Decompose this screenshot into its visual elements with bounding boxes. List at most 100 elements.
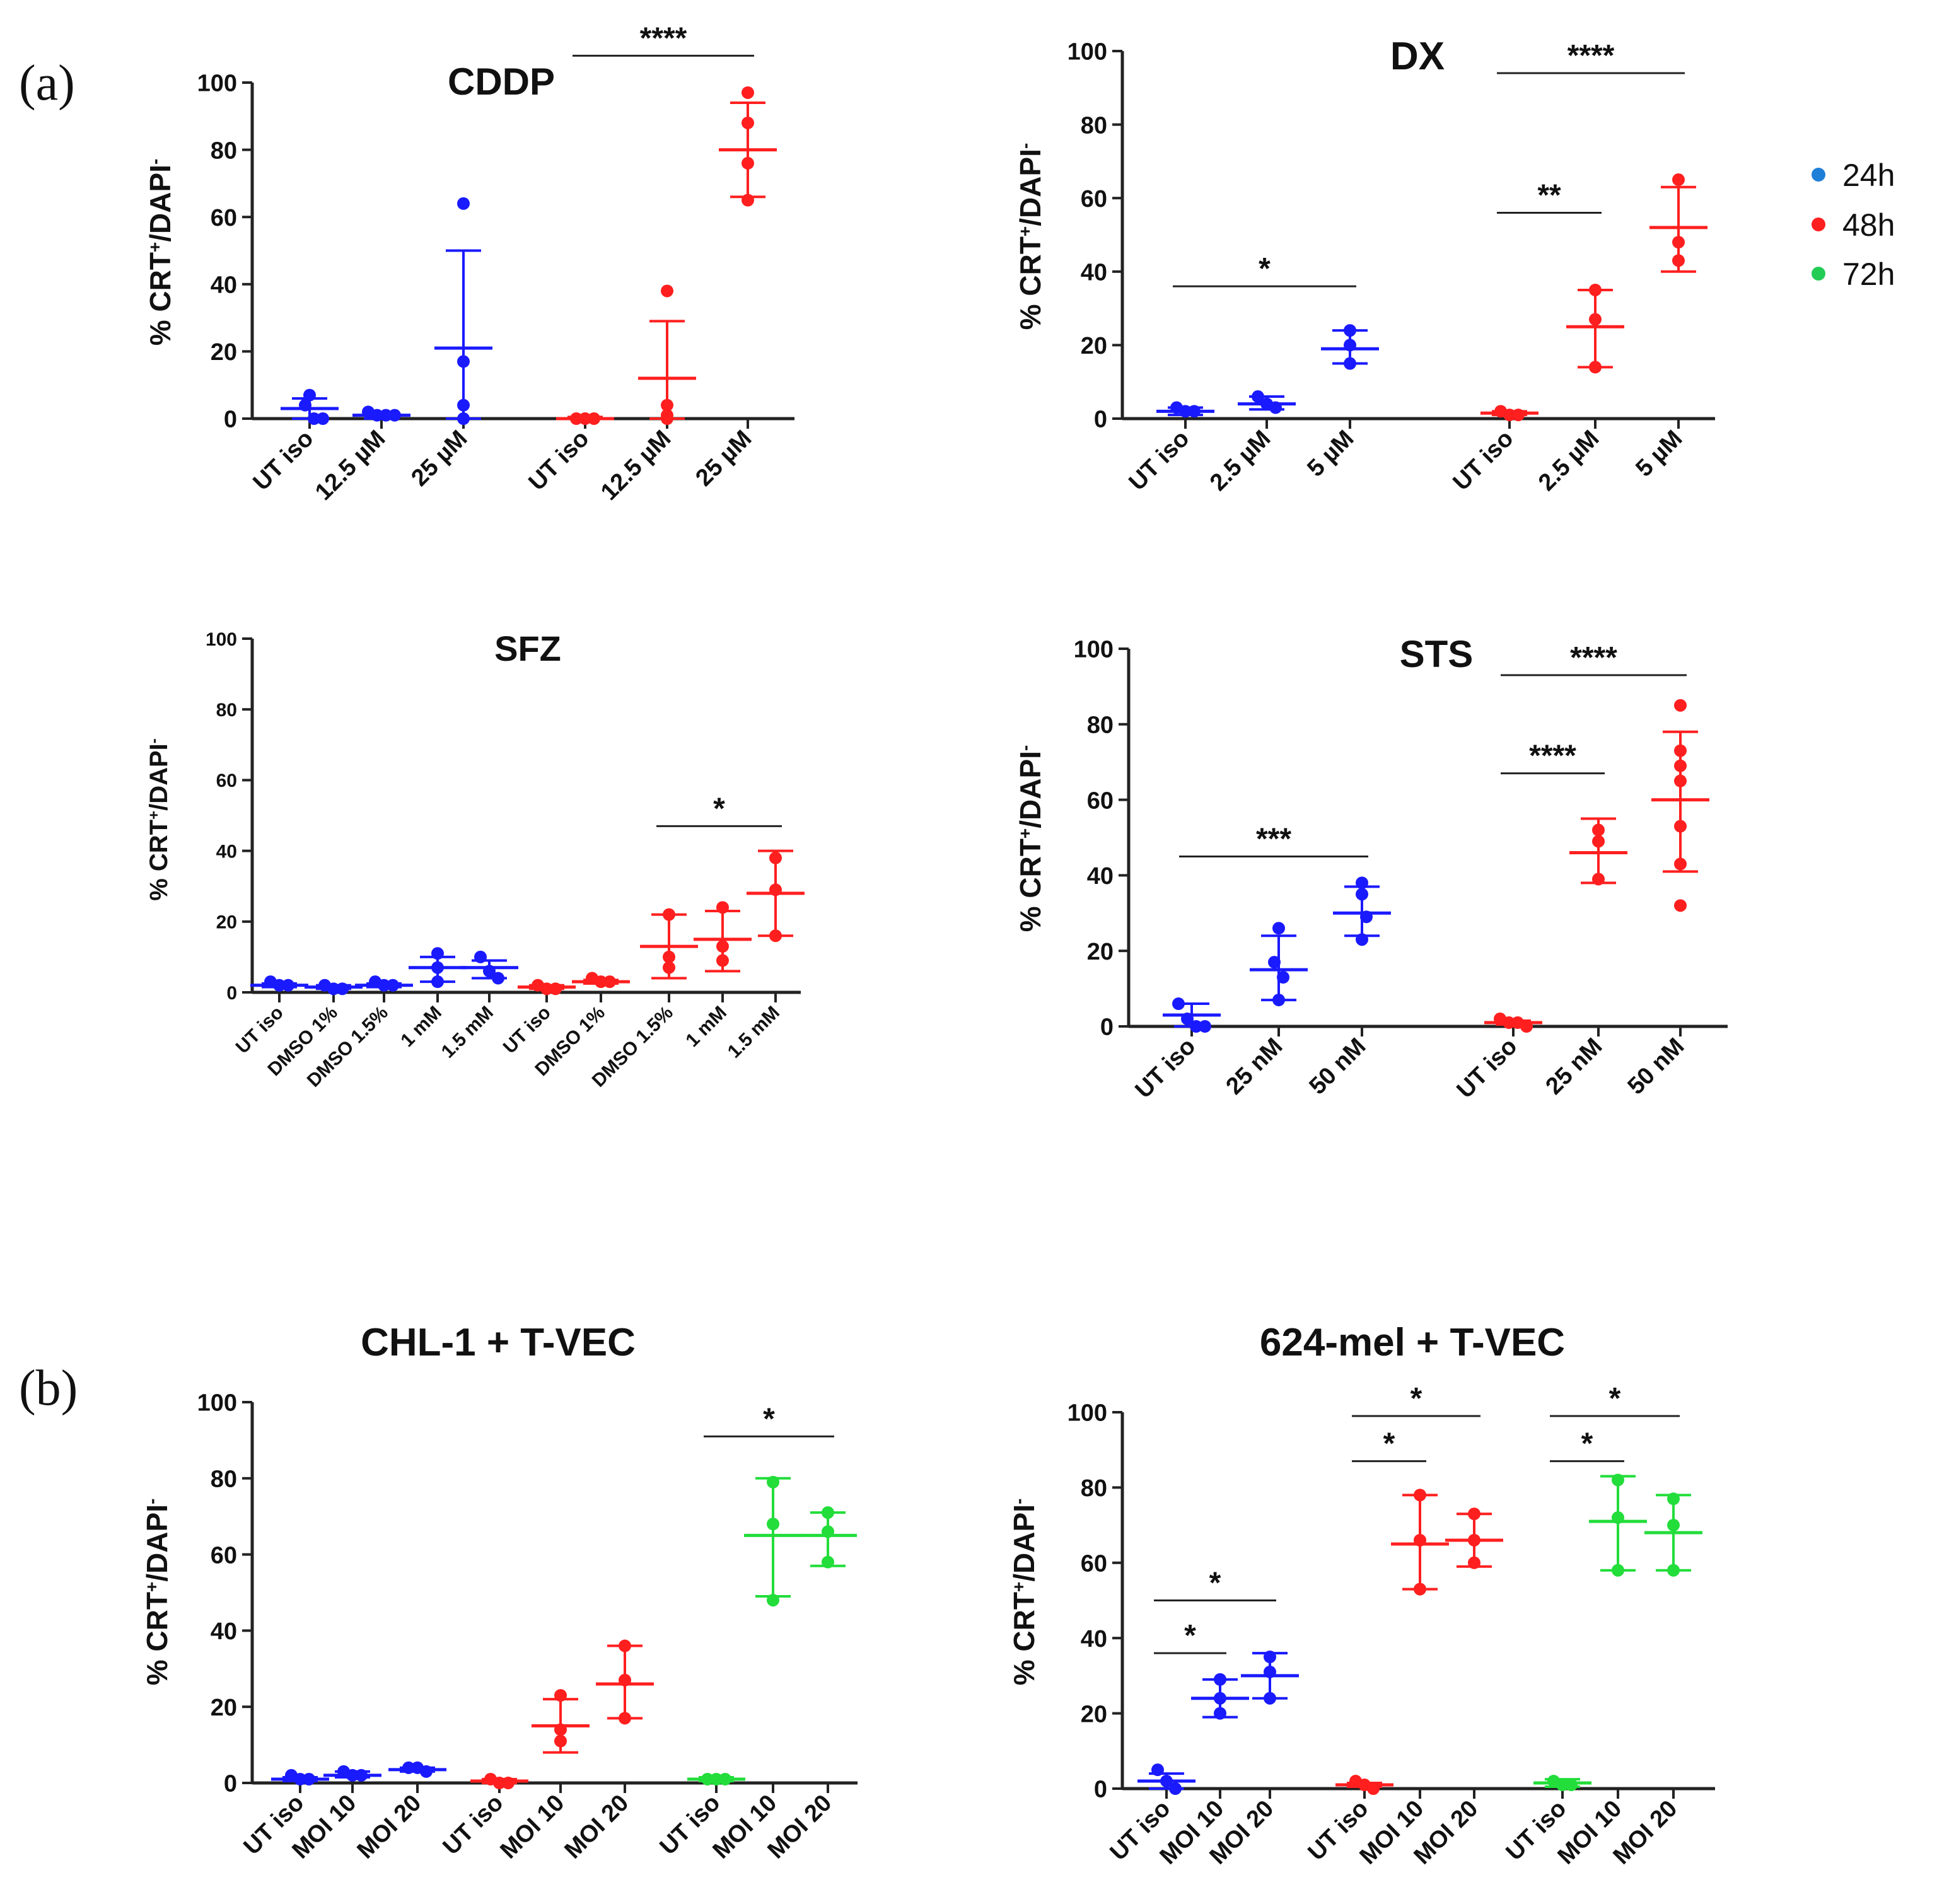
data-point (767, 1475, 779, 1489)
data-point (716, 901, 729, 914)
data-point (1214, 1673, 1226, 1686)
data-point (402, 1761, 415, 1774)
group-48h (1391, 1489, 1449, 1596)
data-point (1589, 283, 1602, 296)
data-point (570, 412, 583, 425)
y-tick-label: 20 (211, 1695, 237, 1721)
data-point (1503, 409, 1516, 422)
group-48h (1335, 1775, 1393, 1795)
data-point (1151, 1763, 1164, 1777)
data-point (742, 156, 754, 170)
data-point (619, 1712, 631, 1725)
group-24h (323, 1765, 381, 1782)
panel-label-a: (a) (19, 55, 75, 111)
data-point (1612, 1473, 1624, 1487)
data-point (1269, 401, 1282, 414)
group-72h (799, 1506, 857, 1569)
data-point (1667, 1519, 1680, 1532)
legend-marker-48h (1812, 218, 1825, 231)
data-point (1414, 1582, 1426, 1596)
data-point (1356, 888, 1368, 901)
data-point (701, 1772, 714, 1785)
data-point (1589, 313, 1602, 326)
legend-label-48h: 48h (1842, 207, 1895, 243)
data-point (1188, 405, 1201, 418)
data-point (1589, 361, 1602, 374)
x-category-label: 2.5 µM (1205, 426, 1276, 496)
y-tick-label: 100 (206, 629, 237, 650)
data-point (603, 975, 616, 989)
chart-title: CDDP (448, 61, 555, 103)
data-point (431, 975, 444, 989)
significance-label: * (763, 1402, 775, 1436)
group-48h (694, 901, 752, 973)
y-axis-label: % CRT+/DAPI- (1008, 1499, 1040, 1686)
data-point (493, 1777, 506, 1789)
data-point (457, 412, 470, 425)
data-point (1344, 357, 1356, 370)
data-point (1264, 1651, 1276, 1664)
data-point (327, 982, 340, 996)
data-point (355, 1768, 368, 1782)
y-tick-label: 40 (216, 841, 237, 862)
group-24h (1321, 324, 1379, 370)
data-point (554, 1734, 567, 1748)
y-tick-label: 80 (211, 137, 237, 164)
data-point (273, 978, 286, 992)
group-72h (744, 1475, 802, 1607)
group-24h (460, 950, 518, 985)
data-point (1674, 857, 1687, 871)
group-24h (1156, 401, 1214, 418)
data-point (1264, 1692, 1276, 1705)
group-48h (1445, 1507, 1503, 1569)
significance-label: * (1609, 1382, 1621, 1415)
x-category-label: 25 µM (690, 426, 757, 492)
group-24h (281, 388, 339, 425)
y-tick-label: 40 (1081, 259, 1107, 286)
group-48h (640, 908, 698, 980)
data-point (663, 950, 675, 963)
data-point (1367, 1782, 1380, 1795)
data-point (1674, 699, 1687, 712)
group-72h (1644, 1492, 1702, 1577)
legend-item-24h: 24h (1812, 158, 1895, 193)
data-point (1360, 910, 1373, 924)
data-point (716, 940, 729, 953)
data-point (710, 1772, 723, 1785)
significance-label: **** (640, 21, 687, 55)
data-point (431, 947, 444, 960)
data-point (388, 409, 401, 422)
data-point (371, 409, 383, 422)
y-tick-label: 60 (216, 770, 237, 791)
group-24h (1238, 390, 1296, 414)
data-point (1503, 1016, 1515, 1030)
significance-label: * (1209, 1567, 1221, 1600)
data-point (1356, 876, 1368, 890)
data-point (299, 398, 311, 412)
data-point (1268, 956, 1281, 969)
y-tick-label: 60 (211, 205, 237, 231)
data-point (1181, 1013, 1194, 1026)
data-point (1592, 835, 1605, 848)
y-tick-label: 60 (1081, 186, 1107, 212)
data-point (308, 412, 320, 425)
x-category-label: 12.5 µM (310, 426, 390, 506)
x-category-label: UT iso (1131, 1033, 1201, 1104)
data-point (1356, 933, 1368, 946)
y-tick-label: 60 (1087, 787, 1114, 814)
group-48h (518, 978, 576, 996)
x-category-label: 25 nM (1221, 1033, 1288, 1100)
x-category-label: 50 nM (1623, 1033, 1690, 1100)
group-24h (388, 1761, 446, 1778)
chart-title: STS (1400, 633, 1474, 675)
data-point (742, 116, 754, 129)
data-point (769, 883, 782, 897)
data-point (1277, 971, 1289, 984)
data-point (1667, 1492, 1680, 1506)
group-48h (1480, 405, 1539, 422)
x-category-label: 12.5 µM (596, 426, 676, 506)
data-point (1214, 1707, 1226, 1720)
